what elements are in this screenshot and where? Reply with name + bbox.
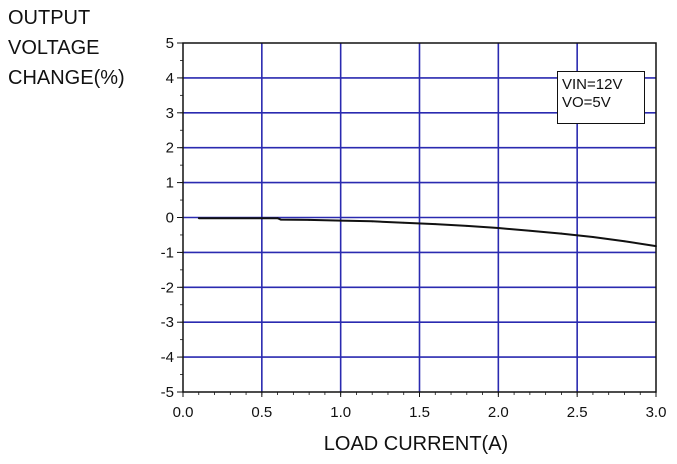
- data-point: [623, 240, 626, 243]
- x-tick-label: 3.0: [646, 404, 667, 421]
- y-tick-label: 5: [166, 35, 174, 52]
- data-point: [592, 236, 594, 238]
- y-axis-ticks: 5 4 3 2 1 0 -1 -2 -3 -4 -5: [161, 35, 183, 401]
- x-tick-label: 0.0: [173, 404, 194, 421]
- x-tick-label: 0.5: [251, 404, 272, 421]
- x-tick-label: 1.5: [409, 404, 430, 421]
- horizontal-gridlines: [183, 77, 656, 358]
- y-tick-label: -1: [161, 244, 174, 261]
- annotation-vin: VIN=12V: [562, 76, 623, 93]
- data-point: [279, 218, 282, 221]
- data-point: [276, 217, 279, 220]
- x-axis-label: LOAD CURRENT(A): [323, 433, 509, 455]
- y-tick-label: -5: [161, 384, 174, 401]
- data-point: [308, 219, 311, 221]
- y-tick-label: -2: [161, 279, 174, 296]
- data-point: [655, 245, 657, 248]
- y-tick-label: -3: [161, 314, 174, 331]
- y-tick-label: 1: [166, 175, 174, 192]
- conditions-annotation-box: VIN=12V VO=5V: [557, 71, 645, 124]
- data-point: [560, 232, 563, 235]
- data-point: [197, 217, 200, 220]
- y-tick-label: 2: [166, 140, 174, 157]
- x-tick-label: 2.0: [488, 404, 509, 421]
- data-point: [402, 221, 405, 224]
- series-group: [197, 217, 657, 248]
- series-line: [198, 217, 657, 248]
- y-tick-label: 0: [166, 210, 174, 227]
- y-tick-label: 4: [166, 70, 174, 87]
- data-point: [528, 229, 531, 232]
- y-tick-label: 3: [166, 105, 174, 122]
- data-point: [465, 224, 468, 227]
- data-point: [434, 223, 437, 226]
- data-point: [371, 220, 374, 223]
- y-axis-label-line-2: VOLTAGE: [8, 37, 100, 59]
- x-tick-label: 2.5: [567, 404, 588, 421]
- annotation-vo: VO=5V: [562, 94, 611, 111]
- x-axis-ticks: 0.0 0.5 1.0 1.5 2.0 2.5 3.0: [173, 392, 667, 421]
- y-tick-label: -4: [161, 349, 174, 366]
- data-point: [497, 227, 500, 229]
- data-point: [339, 219, 342, 222]
- y-axis-label-line-1: OUTPUT: [8, 7, 91, 29]
- y-axis-label-line-3: CHANGE(%): [8, 67, 125, 89]
- x-tick-label: 1.0: [330, 404, 351, 421]
